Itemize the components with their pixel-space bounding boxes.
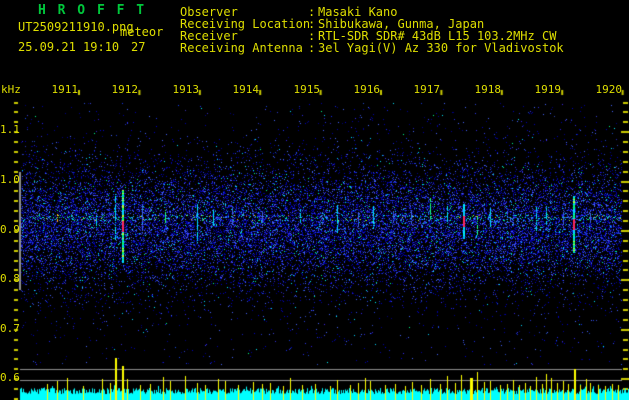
x-tick-label: 1913 bbox=[172, 83, 200, 96]
y-tick-label: 1.0 bbox=[0, 173, 20, 186]
y-tick-label: 0.9 bbox=[0, 223, 20, 236]
y-tick-label: 1.1 bbox=[0, 123, 20, 136]
y-tick-label: 0.8 bbox=[0, 272, 20, 285]
field-label: Receiving Antenna bbox=[180, 41, 303, 55]
x-tick-label: 1917 bbox=[413, 83, 441, 96]
field-colon: : bbox=[308, 41, 316, 55]
field-value: 3el Yagi(V) Az 330 for Vladivostok bbox=[318, 41, 564, 55]
field-label: Observer bbox=[180, 5, 238, 19]
x-tick-label: 1914 bbox=[232, 83, 260, 96]
x-tick-label: 1919 bbox=[534, 83, 562, 96]
field-label: Receiving Location bbox=[180, 17, 311, 31]
x-tick-label: 1920 bbox=[595, 83, 623, 96]
echo-count: 27 bbox=[131, 40, 146, 54]
field-colon: : bbox=[308, 17, 316, 31]
field-value: Shibukawa, Gunma, Japan bbox=[318, 17, 485, 31]
field-receiving-location: Receiving Location: Shibukawa, Gunma, Jap… bbox=[180, 18, 484, 30]
station-label: meteor bbox=[120, 25, 164, 39]
x-tick-label: 1911 bbox=[51, 83, 79, 96]
field-colon: : bbox=[308, 5, 316, 19]
y-tick-label: 0.7 bbox=[0, 322, 20, 335]
x-tick-label: 1918 bbox=[474, 83, 502, 96]
x-tick-label: 1915 bbox=[293, 83, 321, 96]
x-tick-label: 1912 bbox=[111, 83, 139, 96]
y-tick-label: 0.6 bbox=[0, 371, 20, 384]
output-filename: UT2509211910.png bbox=[18, 20, 134, 34]
datetime-label: 25.09.21 19:10 bbox=[18, 40, 120, 54]
x-tick-label: 1916 bbox=[353, 83, 381, 96]
field-receiver: Receiver: RTL-SDR SDR# 43dB L15 103.2MHz … bbox=[180, 30, 556, 42]
field-label: Receiver bbox=[180, 29, 238, 43]
field-observer: Observer: Masaki Kano bbox=[180, 6, 397, 18]
field-colon: : bbox=[308, 29, 316, 43]
field-value: RTL-SDR SDR# 43dB L15 103.2MHz CW bbox=[318, 29, 557, 43]
field-receiving-antenna: Receiving Antenna:3el Yagi(V) Az 330 for… bbox=[180, 42, 564, 54]
field-value: Masaki Kano bbox=[318, 5, 398, 19]
y-axis-unit: kHz bbox=[1, 83, 21, 96]
app-title: H R O F F T bbox=[38, 3, 147, 18]
